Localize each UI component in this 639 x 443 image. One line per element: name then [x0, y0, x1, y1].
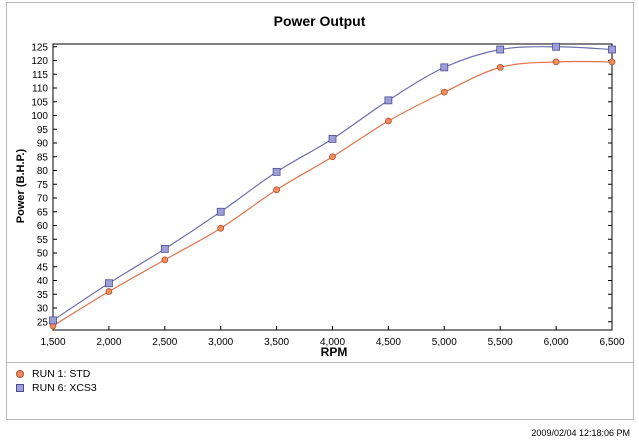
report-frame	[6, 2, 634, 420]
y-tick-label: 25	[37, 317, 49, 328]
data-point-run1	[217, 224, 225, 232]
print-timestamp: 2009/02/04 12:18:06 PM	[531, 428, 630, 438]
x-tick-label: 4,000	[320, 337, 345, 348]
y-tick-label: 90	[37, 139, 49, 150]
x-tick-label: 6,000	[544, 337, 569, 348]
data-point-run1	[161, 256, 169, 264]
x-tick-label: 3,500	[264, 337, 289, 348]
legend-item-run1: RUN 1: STD	[16, 368, 90, 380]
data-point-run6	[328, 134, 337, 143]
legend-label-run1: RUN 1: STD	[32, 368, 91, 380]
y-tick-label: 50	[37, 249, 49, 260]
x-ticks: 1,500 2,000 2,500 3,000 3,500 4,000 4,500 5,000…	[40, 326, 625, 348]
y-tick-label: 125	[31, 42, 48, 53]
y-tick-label: 45	[37, 262, 49, 273]
y-tick-label: 40	[37, 276, 49, 287]
data-point-run6	[384, 96, 393, 105]
data-point-run6	[160, 244, 169, 253]
plot-area-border	[52, 43, 613, 331]
y-tick-label: 80	[37, 166, 49, 177]
x-tick-label: 5,500	[488, 337, 513, 348]
y-tick-label: 30	[37, 304, 49, 315]
chart-title: Power Output	[273, 13, 366, 29]
series-lines	[52, 46, 613, 327]
series-line-2	[52, 46, 613, 321]
legend-divider	[6, 362, 634, 363]
x-tick-label: 3,000	[208, 337, 233, 348]
data-point-run6	[105, 279, 113, 288]
data-point-run1	[552, 58, 560, 66]
data-point-run1	[384, 117, 392, 125]
data-point-run6	[440, 63, 449, 72]
data-point-run6	[216, 207, 225, 216]
data-point-run6	[552, 42, 560, 51]
x-tick-label: 2,000	[96, 337, 121, 348]
y-tick-label: 75	[37, 180, 49, 191]
x-axis-label: RPM	[321, 345, 348, 359]
y-tick-label: 120	[31, 56, 48, 67]
data-point-run1	[496, 63, 504, 71]
data-point-run6	[608, 45, 616, 54]
x-tick-label: 2,500	[152, 337, 177, 348]
y-tick-label: 85	[37, 152, 49, 163]
x-tick-label: 4,500	[376, 337, 401, 348]
y-ticks: 25 30 35 40 45 50 55 60 65 70 75 80 85 90 95 100 105 110 1…	[31, 42, 612, 328]
y-tick-label: 110	[32, 84, 48, 95]
y-tick-label: 95	[37, 125, 49, 136]
y-tick-label: 100	[31, 111, 48, 122]
plot-axes	[52, 43, 613, 331]
legend-label-run6: RUN 6: XCS3	[32, 382, 97, 394]
x-tick-label: 6,500	[599, 337, 624, 348]
data-point-run1	[273, 186, 281, 194]
y-tick-label: 65	[37, 207, 49, 218]
series-line-1	[52, 60, 613, 327]
y-axis-label: Power (B.H.P.)	[15, 148, 27, 223]
data-point-run1	[105, 288, 113, 295]
series-markers	[49, 42, 616, 330]
y-tick-label: 115	[32, 70, 48, 81]
y-tick-label: 35	[37, 290, 49, 301]
data-point-run1	[329, 153, 336, 161]
square-marker-icon	[16, 384, 24, 392]
data-point-run6	[272, 167, 281, 176]
data-point-run6	[496, 45, 505, 54]
x-tick-label: 5,000	[432, 337, 457, 348]
x-tick-label: 1,500	[40, 337, 65, 348]
data-point-run1	[440, 88, 448, 96]
legend-item-run6: RUN 6: XCS3	[16, 382, 97, 394]
y-tick-label: 60	[37, 221, 49, 232]
y-tick-label: 70	[37, 194, 49, 205]
data-point-run1	[608, 58, 616, 66]
data-point-run6	[49, 316, 57, 325]
circle-marker-icon	[16, 370, 24, 378]
y-tick-label: 105	[31, 97, 48, 108]
y-tick-label: 55	[37, 235, 49, 246]
